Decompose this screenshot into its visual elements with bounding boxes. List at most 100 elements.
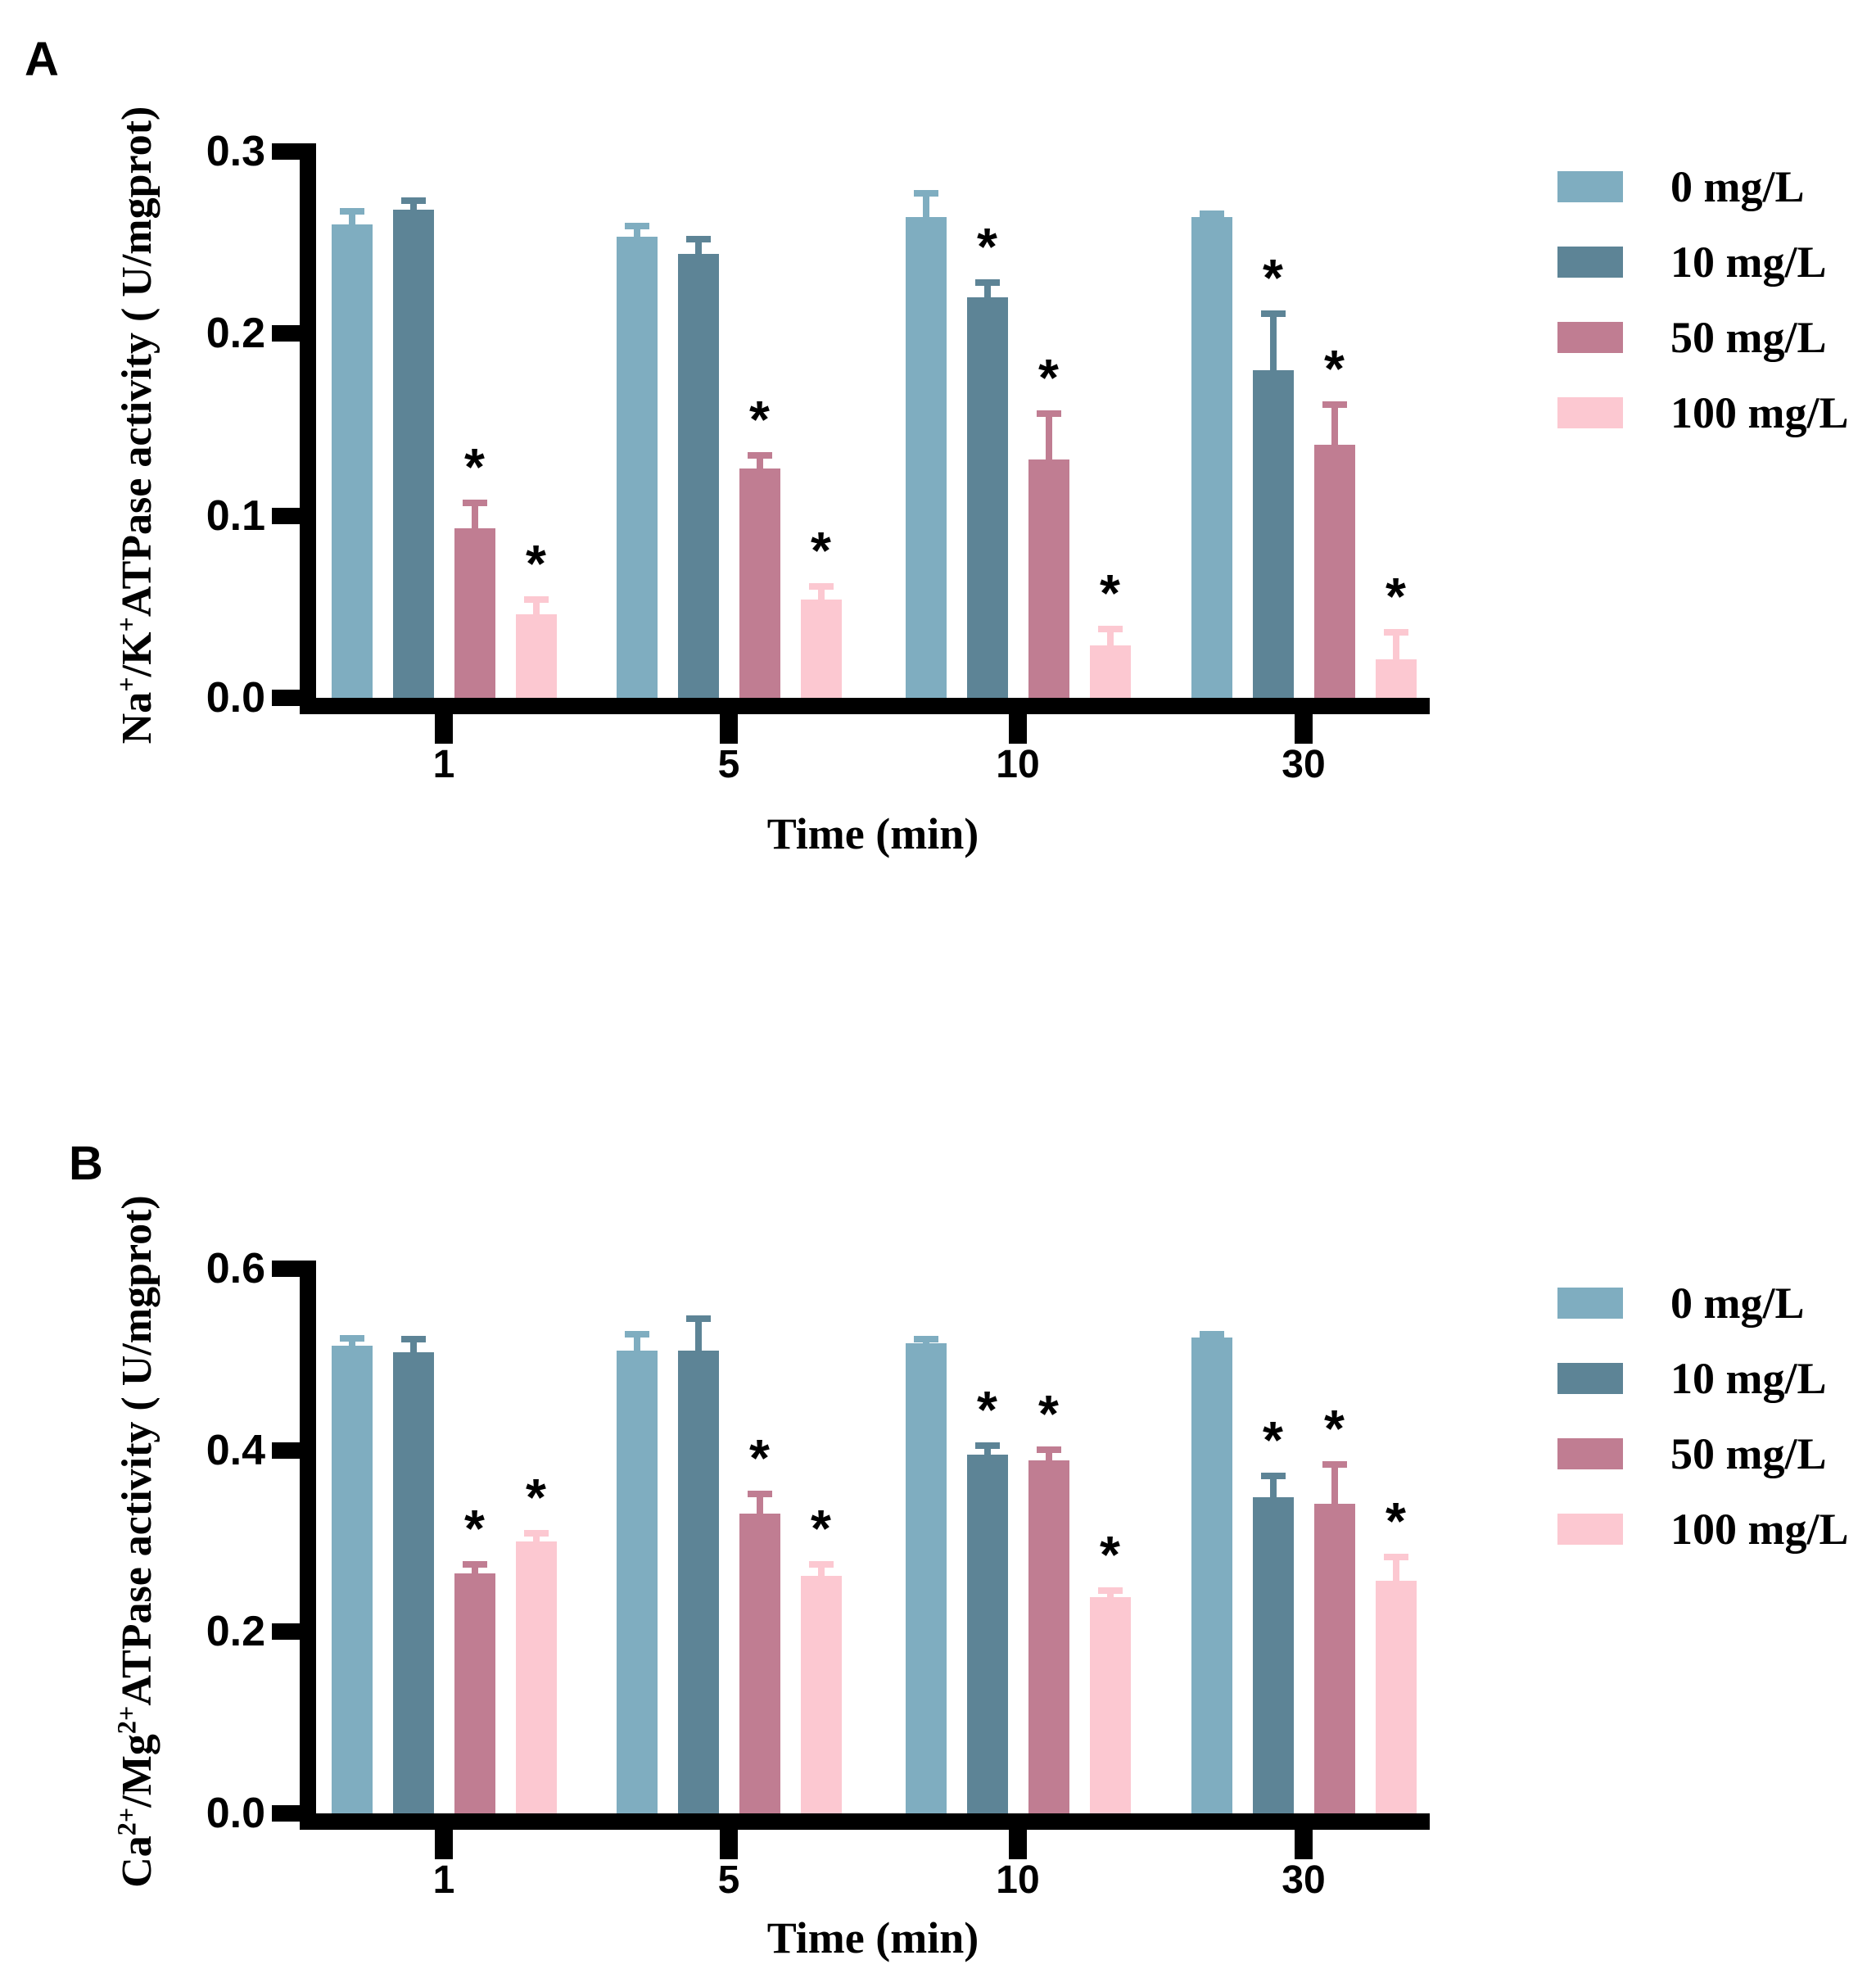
error-bar-stem (694, 1318, 702, 1359)
bar-10mg/L-t1 (392, 1351, 434, 1813)
y-tick (272, 143, 300, 160)
error-bar-stem (471, 503, 478, 537)
bar-50mg/L-t10 (1028, 1460, 1069, 1813)
sig-asterisk: * (1386, 566, 1406, 626)
x-tick-label: 30 (1282, 1858, 1326, 1902)
error-bar-cap (400, 1336, 426, 1343)
error-bar-cap (747, 1490, 772, 1497)
error-bar-cap (1036, 1446, 1061, 1453)
error-bar-stem (1269, 313, 1277, 378)
sig-asterisk: * (526, 533, 546, 593)
y-axis-title: Ca2+/Mg2+ATPase activity ( U/mgprot) (108, 1091, 167, 1969)
y-tick (272, 1805, 300, 1822)
bar-0mg/L-t10 (905, 1342, 947, 1813)
y-tick-label: 0.1 (206, 491, 265, 540)
sig-asterisk: * (464, 437, 485, 497)
x-tick-label: 1 (432, 1858, 455, 1902)
legend-swatch-10mg/L (1557, 1363, 1623, 1394)
legend-swatch-10mg/L (1557, 247, 1623, 278)
error-bar-cap (913, 190, 938, 197)
y-axis-line (300, 143, 316, 714)
legend-label: 10 mg/L (1670, 1354, 1827, 1403)
sig-asterisk: * (464, 1499, 485, 1559)
legend-label: 0 mg/L (1670, 162, 1805, 211)
bar-50mg/L-t1 (454, 1573, 495, 1813)
error-bar-stem (633, 226, 640, 246)
x-tick-label: 10 (996, 743, 1040, 786)
sig-asterisk: * (1263, 247, 1283, 307)
sig-asterisk: * (1100, 563, 1120, 622)
error-bar-stem (1208, 1333, 1215, 1347)
bar-50mg/L-t5 (739, 468, 780, 698)
sig-asterisk: * (749, 1428, 770, 1487)
error-bar-stem (1331, 405, 1338, 453)
y-tick (272, 507, 300, 524)
error-bar-cap (624, 223, 649, 230)
legend-label: 0 mg/L (1670, 1279, 1805, 1328)
error-bar-cap (1322, 401, 1347, 409)
legend-label: 100 mg/L (1670, 388, 1849, 437)
bar-50mg/L-t10 (1028, 459, 1069, 698)
error-bar-stem (817, 586, 825, 608)
x-tick (720, 714, 738, 744)
error-bar-cap (974, 279, 1000, 287)
error-bar-stem (1392, 1557, 1399, 1590)
x-tick-label: 5 (717, 743, 740, 786)
legend-swatch-100mg/L (1557, 397, 1623, 428)
y-tick (272, 1623, 300, 1641)
x-tick-label: 30 (1282, 743, 1326, 786)
error-bar-stem (1208, 213, 1215, 226)
y-axis-line (300, 1261, 316, 1830)
y-axis-title-sup: 2+ (111, 1705, 142, 1734)
sig-asterisk: * (811, 521, 831, 581)
x-tick-label: 5 (717, 1858, 740, 1902)
x-tick-label: 10 (996, 1858, 1040, 1902)
error-bar-stem (983, 283, 991, 306)
error-bar-cap (1199, 1330, 1224, 1338)
bar-0mg/L-t1 (331, 1346, 373, 1813)
legend-label: 50 mg/L (1670, 1429, 1827, 1478)
bar-10mg/L-t10 (966, 1455, 1008, 1813)
bar-100mg/L-t10 (1089, 1597, 1131, 1813)
y-tick-label: 0.2 (206, 310, 265, 358)
x-tick (435, 1830, 453, 1859)
error-bar-cap (747, 452, 772, 459)
error-bar-stem (1045, 1449, 1052, 1469)
error-bar-cap (1260, 310, 1286, 317)
bar-10mg/L-t5 (677, 1350, 719, 1813)
error-bar-cap (1036, 410, 1061, 418)
bar-10mg/L-t5 (677, 253, 719, 698)
sig-asterisk: * (1386, 1491, 1406, 1551)
error-bar-cap (1383, 628, 1408, 636)
error-bar-stem (471, 1564, 478, 1582)
bar-0mg/L-t5 (616, 1350, 658, 1813)
bar-100mg/L-t5 (800, 599, 842, 698)
bar-100mg/L-t5 (800, 1575, 842, 1813)
y-tick-label: 0.6 (206, 1245, 265, 1292)
legend-swatch-50mg/L (1557, 1438, 1623, 1469)
error-bar-cap (462, 500, 487, 507)
error-bar-cap (1322, 1461, 1347, 1469)
legend-label: 50 mg/L (1670, 313, 1827, 362)
bar-50mg/L-t30 (1313, 1504, 1355, 1813)
bar-0mg/L-t30 (1191, 217, 1232, 698)
bar-10mg/L-t1 (392, 210, 434, 698)
y-axis-title-text: Ca (114, 1835, 160, 1888)
error-bar-cap (339, 208, 364, 215)
panel-label: A (25, 33, 59, 86)
error-bar-cap (462, 1561, 487, 1568)
bar-50mg/L-t5 (739, 1514, 780, 1813)
bar-50mg/L-t1 (454, 528, 495, 698)
x-tick (720, 1830, 738, 1859)
y-tick (272, 325, 300, 342)
bar-10mg/L-t30 (1252, 1497, 1294, 1813)
error-bar-cap (1260, 1472, 1286, 1479)
y-tick (272, 1261, 300, 1277)
error-bar-stem (1331, 1464, 1338, 1513)
error-bar-stem (694, 238, 702, 262)
sig-asterisk: * (977, 1380, 997, 1440)
error-bar-cap (523, 1529, 549, 1537)
y-tick-label: 0.2 (206, 1608, 265, 1656)
